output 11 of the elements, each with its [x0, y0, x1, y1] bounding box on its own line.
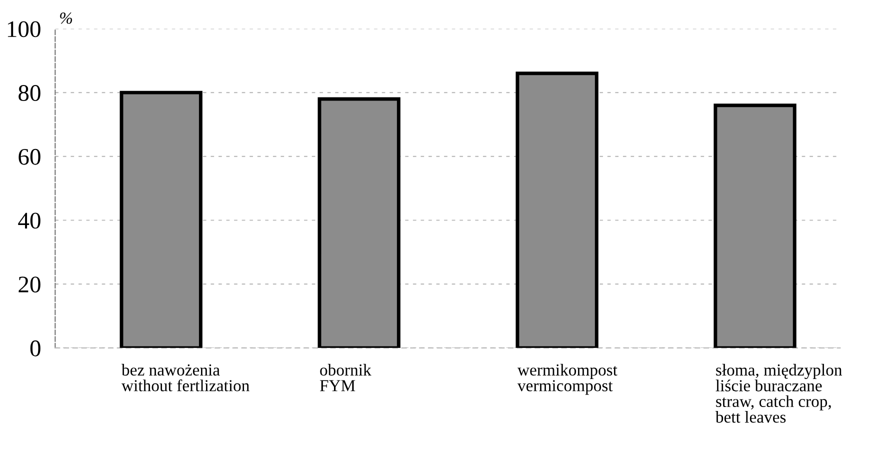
x-tick-label: wermikompost vermicompost — [517, 364, 618, 395]
x-tick-label: bez nawożenia without fertlization — [122, 364, 250, 392]
x-tick-label: słoma, międzyplon liście buraczane straw, catch crop, bett leaves — [715, 364, 842, 423]
y-tick-label: 80 — [18, 85, 40, 101]
y-tick-label: 60 — [18, 148, 40, 165]
y-tick-label: 40 — [18, 212, 40, 229]
y-tick-label: 100 — [8, 21, 40, 38]
x-tick-label: obornik FYM — [320, 364, 372, 392]
y-tick-label: 0 — [30, 340, 40, 356]
y-axis-title: % — [60, 12, 72, 24]
y-tick-label: 20 — [18, 276, 40, 293]
